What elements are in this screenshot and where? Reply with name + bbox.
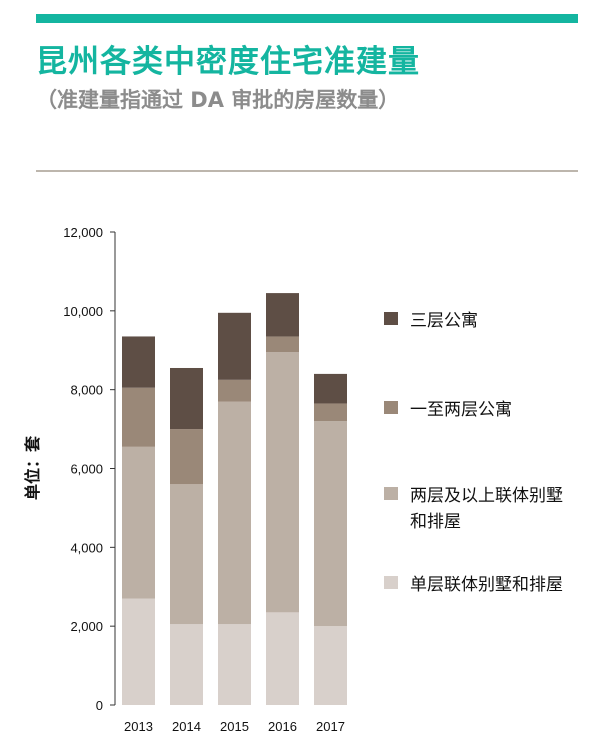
bar-segment-2017-s1	[314, 421, 347, 627]
bar-segment-2016-s2	[266, 336, 299, 353]
bar-segment-2017-s3	[314, 373, 347, 404]
legend-item-one-two-storey-apartments: 一至两层公寓	[384, 397, 570, 423]
y-tick-label: 8,000	[70, 383, 103, 398]
bar-segment-2015-s3	[218, 312, 251, 380]
x-tick-label: 2014	[172, 719, 201, 734]
legend-item-three-storey-apartments: 三层公寓	[384, 308, 570, 334]
legend-label: 三层公寓	[410, 311, 478, 331]
legend-label: 两层及以上联体别墅和排屋	[410, 486, 563, 532]
bar-segment-2014-s3	[170, 367, 203, 430]
legend-swatch-icon	[384, 576, 398, 589]
y-tick-label: 0	[96, 698, 103, 713]
bar-segment-2015-s1	[218, 401, 251, 625]
bar-segment-2015-s0	[218, 624, 251, 705]
y-tick-label: 12,000	[63, 225, 103, 240]
bar-segment-2017-s2	[314, 403, 347, 422]
bar-segment-2013-s2	[122, 387, 155, 447]
legend: 三层公寓 一至两层公寓 两层及以上联体别墅和排屋 单层联体别墅和排屋	[384, 0, 598, 745]
x-tick-label: 2016	[268, 719, 297, 734]
y-tick-label: 6,000	[70, 462, 103, 477]
legend-swatch-icon	[384, 312, 398, 325]
bar-segment-2014-s1	[170, 484, 203, 625]
bar-segment-2013-s3	[122, 336, 155, 388]
x-tick-label: 2013	[124, 719, 153, 734]
bar-segment-2016-s3	[266, 293, 299, 337]
y-tick-label: 4,000	[70, 540, 103, 555]
y-tick-label: 2,000	[70, 619, 103, 634]
x-tick-label: 2015	[220, 719, 249, 734]
bar-segment-2014-s0	[170, 624, 203, 705]
bar-segment-2016-s0	[266, 612, 299, 705]
bar-segment-2013-s0	[122, 598, 155, 705]
y-tick-label: 10,000	[63, 304, 103, 319]
bar-segment-2016-s1	[266, 352, 299, 613]
bar-segment-2013-s1	[122, 446, 155, 599]
bar-segment-2017-s0	[314, 626, 347, 705]
legend-label: 单层联体别墅和排屋	[410, 575, 563, 595]
accent-bar	[36, 14, 578, 23]
legend-item-multi-storey-townhouses: 两层及以上联体别墅和排屋	[384, 483, 570, 535]
bar-segment-2015-s2	[218, 379, 251, 402]
legend-item-single-storey-townhouses: 单层联体别墅和排屋	[384, 572, 570, 598]
x-tick-label: 2017	[316, 719, 345, 734]
legend-label: 一至两层公寓	[410, 400, 512, 420]
bar-segment-2014-s2	[170, 429, 203, 485]
legend-swatch-icon	[384, 487, 398, 500]
y-axis-label: 单位：套	[23, 435, 42, 500]
bars	[122, 293, 347, 705]
axes: 0 2,000 4,000 6,000 8,000 10,000 12,000 2013 201…	[63, 225, 345, 734]
chart-title: 昆州各类中密度住宅准建量	[36, 44, 420, 80]
chart-subtitle: （准建量指通过 DA 审批的房屋数量）	[36, 88, 400, 112]
legend-swatch-icon	[384, 401, 398, 414]
header-divider	[36, 170, 578, 172]
